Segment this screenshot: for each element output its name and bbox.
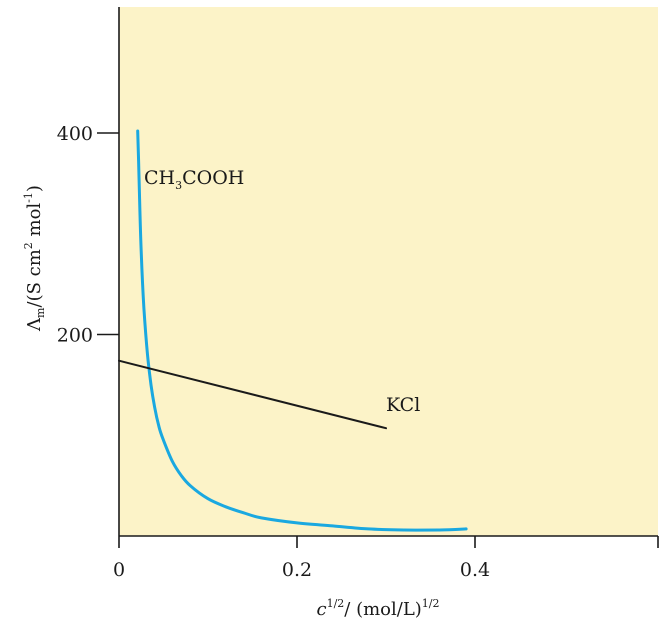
plot-background [119,7,658,536]
annotation-ch3cooh: CH3COOH [144,167,244,192]
y-ticks: 200 400 [57,123,119,347]
y-axis-label: Λm/(S cm2 mol-1) [22,185,47,332]
ch3cooh-curve [136,129,468,532]
kcl-line [118,359,387,430]
x-ticks: 0 0.2 0.4 [113,536,490,581]
series-layer [118,129,468,532]
y-tick-label: 200 [57,325,93,347]
x-tick-label: 0 [113,559,125,581]
y-tick-label: 400 [57,123,93,145]
x-tick-label: 0.4 [460,559,490,581]
x-axis-label: c1/2/ (mol/L)1/2 [316,597,439,620]
annotation-kcl: KCl [386,394,420,416]
x-tick-label: 0.2 [282,559,312,581]
